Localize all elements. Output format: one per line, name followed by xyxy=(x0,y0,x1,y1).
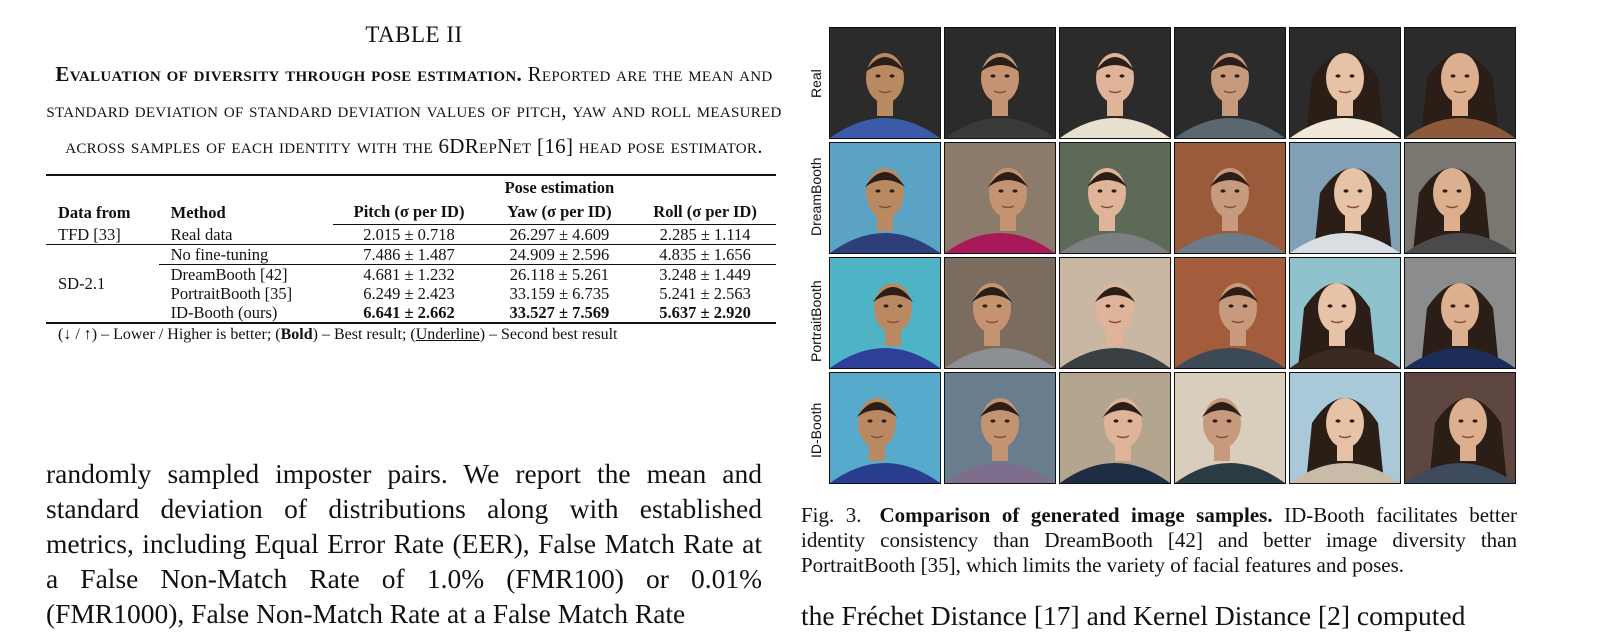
table-header-row-1: Data from Method Pose estimation xyxy=(46,175,776,222)
cell-pitch: 2.015 ± 0.718 xyxy=(333,224,485,245)
legend-underline: Underline xyxy=(415,326,480,343)
cell-yaw: 26.118 ± 5.261 xyxy=(509,265,609,284)
face-sample-image xyxy=(1404,372,1516,484)
cell-roll: 2.285 ± 1.114 xyxy=(634,224,776,245)
cell-yaw: 33.159 ± 6.735 xyxy=(509,284,610,303)
face-sample-image xyxy=(944,27,1056,139)
face-sample-image xyxy=(1289,372,1401,484)
face-sample-image xyxy=(1289,142,1401,254)
cell-data-from: TFD [33] xyxy=(46,224,159,245)
cell-method: DreamBooth [42] xyxy=(170,265,288,284)
cell-method: No fine-tuning xyxy=(158,244,334,265)
cell-pitch: 4.681 ± 1.232 xyxy=(363,265,455,284)
legend-part: (↓ / ↑) – Lower / Higher is better; ( xyxy=(58,326,281,343)
face-sample-image xyxy=(829,27,941,139)
header-data-from: Data from xyxy=(58,202,131,222)
cell-yaw: 24.909 ± 2.596 xyxy=(484,244,635,265)
face-sample-image xyxy=(1289,257,1401,369)
table-row: SD-2.1 No fine-tuning 7.486 ± 1.487 24.9… xyxy=(46,244,776,293)
face-sample-image xyxy=(944,142,1056,254)
face-sample-image xyxy=(1404,257,1516,369)
table-caption-lead: Evaluation of diversity through pose est… xyxy=(55,62,523,86)
table-header-row-2: Pitch (σ per ID) Yaw (σ per ID) Roll (σ … xyxy=(46,200,776,225)
cell-yaw-best: 33.527 ± 7.569 xyxy=(509,303,610,322)
body-paragraph-left: randomly sampled imposter pairs. We repo… xyxy=(46,458,762,629)
face-sample-image xyxy=(1174,27,1286,139)
header-yaw: Yaw (σ per ID) xyxy=(484,200,635,225)
face-sample-image xyxy=(1174,257,1286,369)
cell-roll: 4.835 ± 1.656 xyxy=(634,244,776,265)
cell-roll: 5.241 ± 2.563 xyxy=(659,284,751,303)
body-paragraph-right: the Fréchet Distance [17] and Kernel Dis… xyxy=(801,600,1466,631)
cell-roll: 3.248 ± 1.449 xyxy=(659,265,751,284)
face-sample-image xyxy=(1174,142,1286,254)
cell-yaw: 26.297 ± 4.609 xyxy=(484,224,635,245)
face-sample-image xyxy=(1059,257,1171,369)
table-caption: Evaluation of diversity through pose est… xyxy=(46,56,782,164)
cell-data-from: SD-2.1 xyxy=(58,274,106,293)
face-sample-image xyxy=(1289,27,1401,139)
cell-pitch: 7.486 ± 1.487 xyxy=(333,244,485,265)
table-row: DreamBooth [42] 4.681 ± 1.232 26.118 ± 5… xyxy=(46,265,776,285)
face-sample-image xyxy=(944,372,1056,484)
results-table: Data from Method Pose estimation Pitch (… xyxy=(46,174,776,324)
cell-method: Real data xyxy=(158,224,334,245)
legend-part: ) – Second best result xyxy=(479,326,618,343)
figure-row-label: DreamBooth xyxy=(808,157,824,236)
cell-method: ID-Booth (ours) xyxy=(170,303,278,322)
header-group: Pose estimation xyxy=(504,178,615,197)
table-row: PortraitBooth [35] 6.249 ± 2.423 33.159 … xyxy=(46,284,776,303)
figure-number: Fig. 3. xyxy=(801,503,862,527)
face-sample-image xyxy=(1059,372,1171,484)
header-roll: Roll (σ per ID) xyxy=(634,200,776,225)
cell-pitch-best: 6.641 ± 2.662 xyxy=(363,303,455,322)
cell-pitch: 6.249 ± 2.423 xyxy=(363,284,455,303)
face-sample-image xyxy=(1059,142,1171,254)
figure-row-label: Real xyxy=(808,69,824,99)
table-caption-rest: Reported are the mean and standard devia… xyxy=(46,62,782,158)
cell-method: PortraitBooth [35] xyxy=(170,284,293,303)
face-sample-image xyxy=(829,257,941,369)
table-row: TFD [33] Real data 2.015 ± 0.718 26.297 … xyxy=(46,224,776,245)
figure-row-label: ID-Booth xyxy=(808,403,824,459)
header-pitch: Pitch (σ per ID) xyxy=(333,200,485,225)
face-sample-image xyxy=(944,257,1056,369)
table-row: ID-Booth (ours) 6.641 ± 2.662 33.527 ± 7… xyxy=(46,303,776,323)
table-number: TABLE II xyxy=(365,22,463,47)
table-legend: (↓ / ↑) – Lower / Higher is better; (Bol… xyxy=(46,326,782,344)
cell-roll-best: 5.637 ± 2.920 xyxy=(659,303,751,322)
face-sample-image xyxy=(1059,27,1171,139)
header-method: Method xyxy=(170,202,226,222)
left-column: TABLE II Evaluation of diversity through… xyxy=(46,0,782,344)
face-sample-image xyxy=(1404,142,1516,254)
legend-part: ) – Best result; ( xyxy=(312,326,416,343)
figure-caption-rest: ID-Booth facilitates better identity con… xyxy=(801,503,1518,577)
figure-caption-bold: Comparison of generated image samples. xyxy=(879,503,1273,527)
face-sample-image xyxy=(1404,27,1516,139)
legend-bold: Bold xyxy=(280,326,313,343)
face-sample-image xyxy=(829,372,941,484)
figure-row-label: PortraitBooth xyxy=(808,280,824,363)
face-sample-image xyxy=(1174,372,1286,484)
figure-caption: Fig. 3. Comparison of generated image sam… xyxy=(801,503,1517,578)
face-sample-image xyxy=(829,142,941,254)
